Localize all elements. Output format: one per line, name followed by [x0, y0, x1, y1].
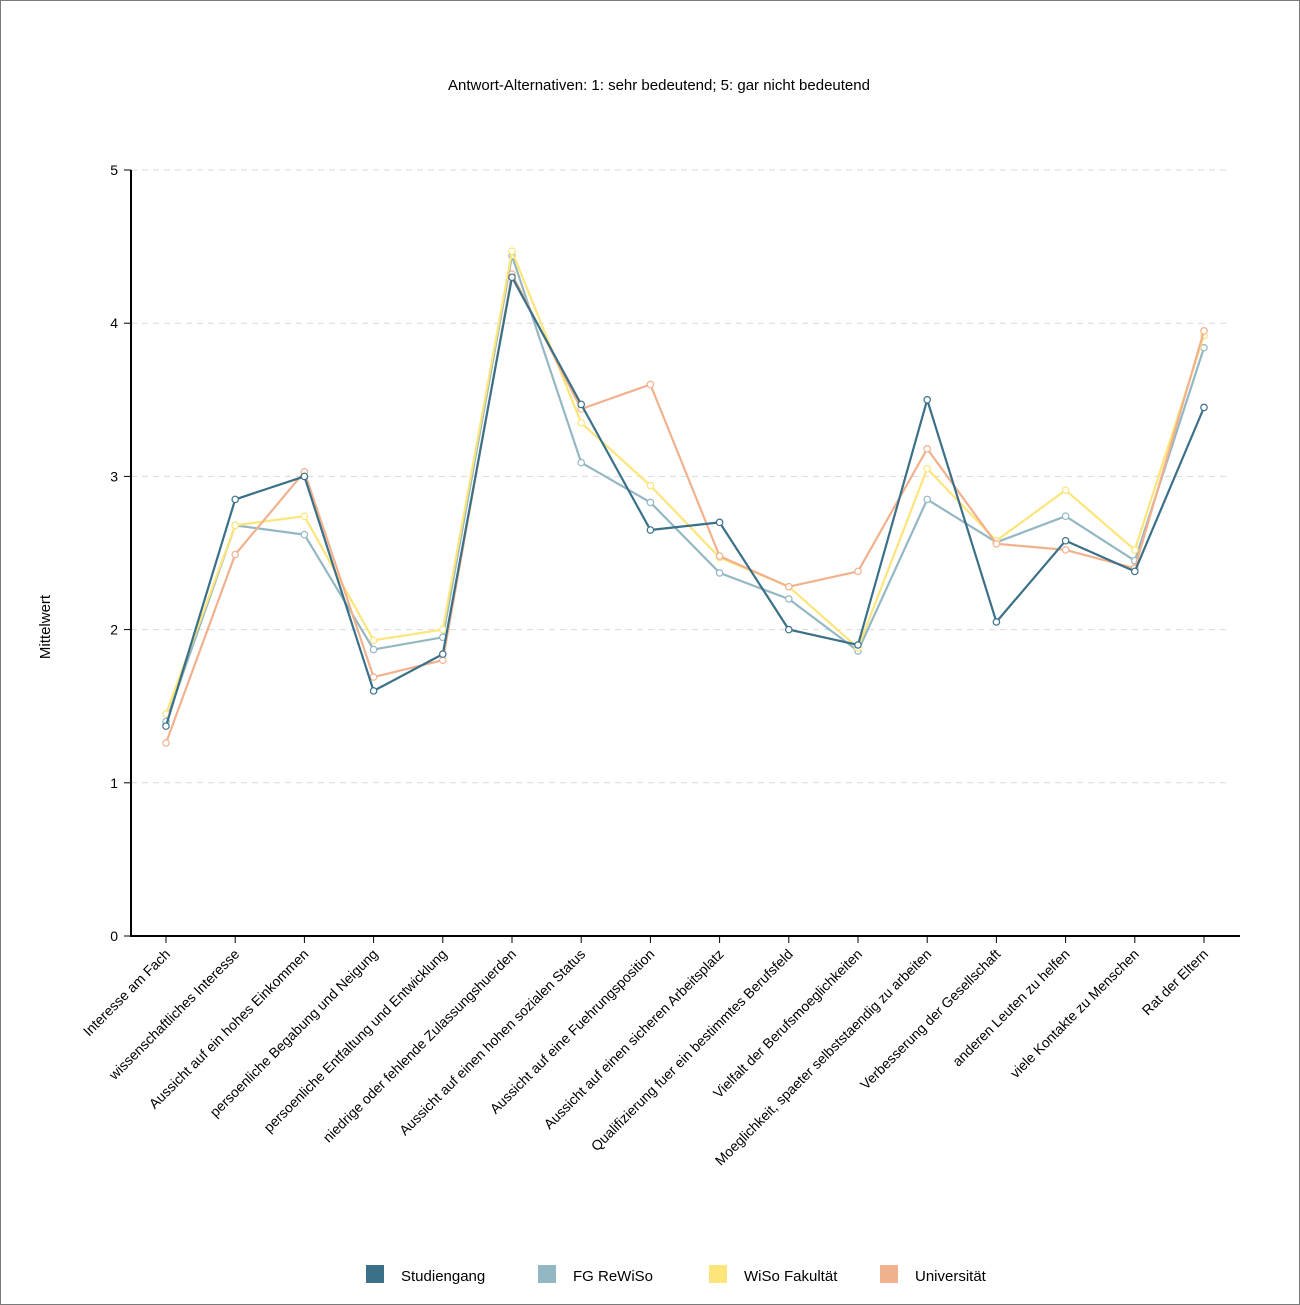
- data-point[interactable]: [646, 380, 655, 389]
- data-point[interactable]: [923, 464, 932, 473]
- axes: 0 1 2 3 4 5: [110, 162, 1240, 944]
- data-point[interactable]: [300, 530, 309, 539]
- chart-title: Antwort-Alternativen: 1: sehr bedeutend;…: [448, 77, 870, 94]
- gridlines: [131, 169, 1228, 784]
- legend-label: Universität: [915, 1268, 987, 1285]
- data-point[interactable]: [438, 656, 447, 665]
- legend-swatch: [538, 1265, 556, 1283]
- data-point[interactable]: [646, 526, 655, 534]
- x-tick-label: Verbesserung der Gesellschaft: [857, 946, 1004, 1093]
- data-point[interactable]: [438, 650, 447, 658]
- series-line-fg-rewiso: [164, 254, 1206, 722]
- data-point[interactable]: [784, 582, 793, 591]
- series-lines: [162, 247, 1208, 747]
- data-point[interactable]: [1061, 536, 1070, 545]
- y-tick-label: 4: [110, 315, 118, 331]
- data-point[interactable]: [784, 595, 793, 603]
- x-tick-label: Vielfalt der Berufsmoeglichkeiten: [710, 946, 865, 1101]
- data-point[interactable]: [577, 418, 586, 427]
- y-tick-label: 3: [110, 468, 118, 484]
- data-point[interactable]: [1131, 546, 1139, 554]
- data-point[interactable]: [162, 739, 170, 747]
- legend-label: FG ReWiSo: [573, 1268, 653, 1285]
- y-tick-label: 2: [110, 622, 118, 638]
- series-line-studiengang: [164, 276, 1206, 727]
- data-point[interactable]: [369, 645, 378, 654]
- x-tick-label: Rat der Eltern: [1139, 946, 1211, 1018]
- x-tick-label: wissenschaftliches Interesse: [105, 946, 243, 1084]
- data-point[interactable]: [1061, 512, 1070, 521]
- y-tick-label: 1: [110, 775, 118, 791]
- legend[interactable]: Studiengang FG ReWiSo WiSo Fakultät Univers…: [366, 1265, 987, 1285]
- legend-swatch: [880, 1265, 898, 1283]
- data-point[interactable]: [646, 498, 655, 507]
- data-point[interactable]: [231, 521, 240, 530]
- data-point[interactable]: [508, 247, 516, 255]
- series-line-wiso-fakult-t: [164, 250, 1206, 715]
- data-point[interactable]: [1061, 546, 1070, 554]
- y-tick-label: 0: [110, 928, 118, 944]
- series-wiso-fakult-t: [162, 247, 1208, 718]
- series-line-universit-t: [164, 273, 1206, 744]
- data-point[interactable]: [508, 273, 516, 282]
- x-tick-label: anderen Leuten zu helfen: [949, 946, 1073, 1070]
- data-point[interactable]: [992, 618, 1001, 626]
- legend-swatch: [366, 1265, 384, 1283]
- legend-label: Studiengang: [401, 1268, 485, 1285]
- data-point[interactable]: [162, 722, 170, 730]
- data-point[interactable]: [923, 395, 932, 404]
- data-point[interactable]: [1200, 403, 1208, 412]
- data-point[interactable]: [854, 641, 862, 649]
- data-point[interactable]: [300, 512, 309, 521]
- data-point[interactable]: [646, 481, 655, 490]
- data-point[interactable]: [231, 550, 240, 559]
- data-point[interactable]: [438, 625, 447, 634]
- data-point[interactable]: [1200, 327, 1208, 335]
- legend-label: WiSo Fakultät: [744, 1268, 838, 1285]
- legend-item-wiso-fakult-t[interactable]: WiSo Fakultät: [709, 1265, 838, 1285]
- legend-swatch: [709, 1265, 727, 1283]
- data-point[interactable]: [715, 552, 724, 560]
- data-point[interactable]: [1131, 567, 1139, 576]
- data-point[interactable]: [300, 472, 309, 481]
- x-tick-label: viele Kontakte zu Menschen: [1007, 946, 1142, 1081]
- legend-item-universit-t[interactable]: Universität: [880, 1265, 987, 1285]
- legend-item-studiengang[interactable]: Studiengang: [366, 1265, 485, 1285]
- data-point[interactable]: [923, 445, 932, 453]
- data-point[interactable]: [231, 495, 240, 504]
- legend-item-fg-rewiso[interactable]: FG ReWiSo: [538, 1265, 653, 1285]
- data-point[interactable]: [369, 636, 378, 645]
- data-point[interactable]: [715, 569, 724, 577]
- data-point[interactable]: [577, 400, 586, 409]
- data-point[interactable]: [992, 540, 1001, 548]
- series-universit-t: [162, 270, 1208, 747]
- y-tick-label: 5: [110, 162, 118, 178]
- y-axis-title: Mittelwert: [37, 594, 54, 659]
- data-point[interactable]: [715, 518, 724, 527]
- series-studiengang: [162, 273, 1208, 730]
- data-point[interactable]: [1061, 486, 1070, 494]
- data-point[interactable]: [784, 625, 793, 634]
- data-point[interactable]: [369, 687, 378, 695]
- data-point[interactable]: [854, 567, 862, 576]
- data-point[interactable]: [923, 495, 932, 504]
- data-point[interactable]: [577, 458, 586, 467]
- data-point[interactable]: [369, 673, 378, 681]
